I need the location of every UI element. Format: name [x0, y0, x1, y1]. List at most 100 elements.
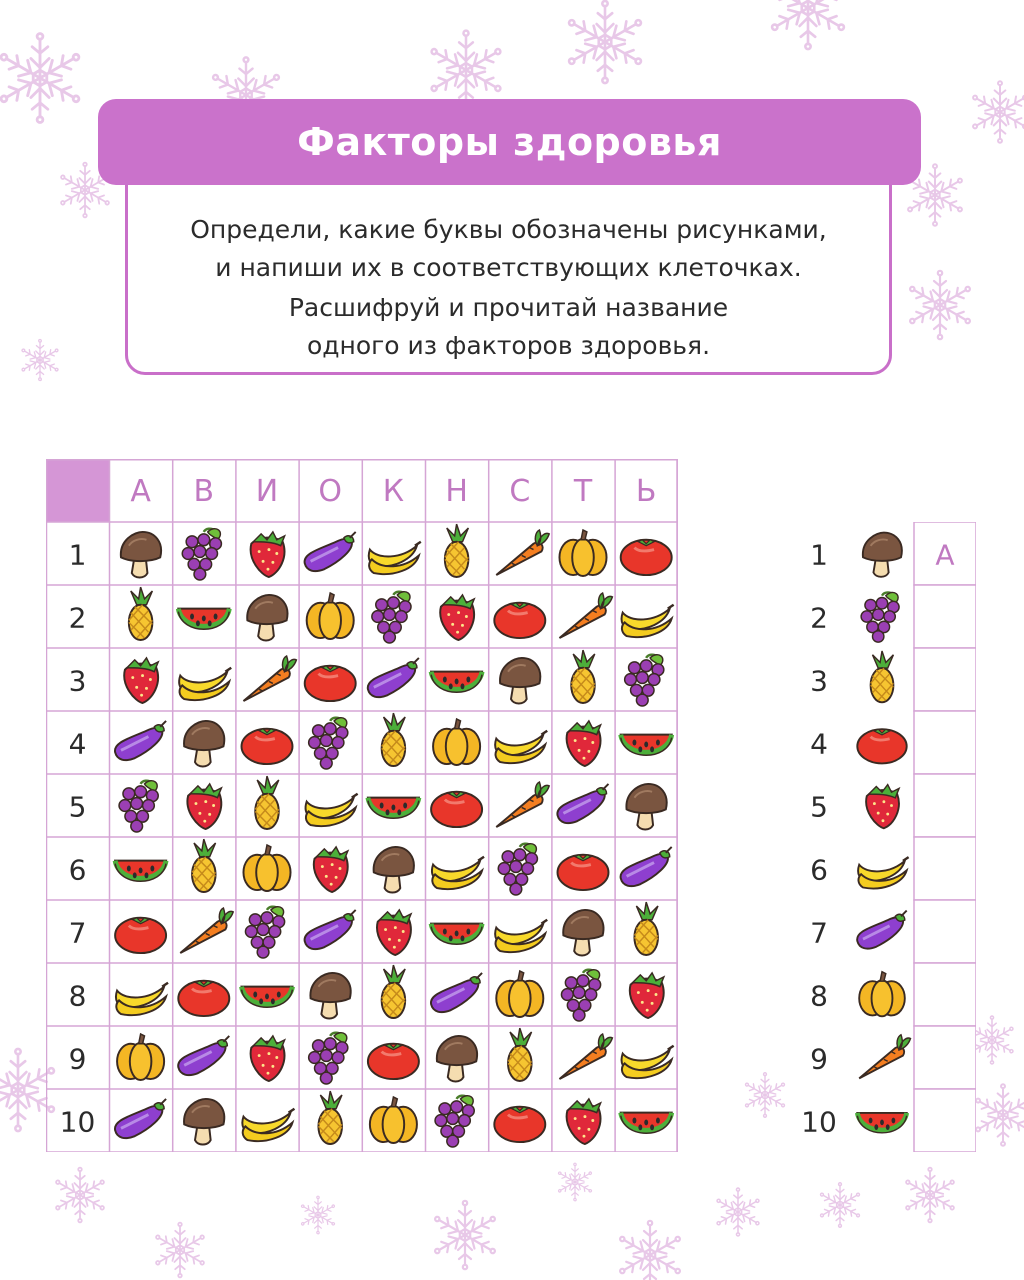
- grapes-icon: [860, 591, 900, 643]
- row-number: 7: [69, 917, 87, 950]
- grapes-icon: [244, 905, 286, 959]
- tomato-icon: [303, 664, 357, 703]
- answer-column: 1 А 2 3 4 5 6 7 8 9 10: [801, 522, 976, 1152]
- row-number: 10: [60, 1106, 96, 1139]
- snowflake-icon: [743, 1073, 786, 1117]
- tomato-icon: [240, 727, 294, 766]
- eggplant-icon: [430, 972, 483, 1014]
- row-number: 9: [69, 1043, 87, 1076]
- snowflake-icon: [0, 34, 83, 123]
- row-number: 1: [69, 539, 87, 572]
- cipher-grid: А В И О К Н С Т Ь 1 2 3 4 5 6 7 8 9 10: [46, 459, 678, 1152]
- banana-icon: [620, 1044, 675, 1080]
- eggplant-icon: [366, 657, 420, 699]
- row-number: 6: [69, 854, 87, 887]
- pumpkin-icon: [495, 969, 545, 1019]
- pumpkin-icon: [305, 591, 355, 641]
- watermelon-icon: [428, 922, 485, 945]
- tomato-icon: [493, 601, 547, 640]
- carrot-icon: [858, 1033, 912, 1080]
- strawberry-icon: [565, 719, 603, 768]
- title-banner: Факторы здоровья: [98, 99, 921, 185]
- row-number: 5: [69, 791, 87, 824]
- mushroom-icon: [246, 593, 289, 642]
- answer-letter-cell[interactable]: [913, 710, 976, 775]
- instruction-line: одного из факторов здоровья.: [306, 331, 711, 360]
- watermelon-icon: [112, 859, 169, 882]
- eggplant-icon: [619, 846, 673, 888]
- banana-icon: [114, 981, 169, 1017]
- watermelon-icon: [365, 796, 422, 819]
- pumpkin-icon: [116, 1032, 166, 1082]
- pumpkin-icon: [858, 970, 906, 1018]
- tomato-icon: [366, 1042, 420, 1081]
- watermelon-icon: [175, 607, 232, 630]
- pineapple-icon: [633, 901, 659, 957]
- mushroom-icon: [183, 1097, 226, 1146]
- pineapple-icon: [191, 838, 217, 894]
- eggplant-icon: [114, 1098, 167, 1140]
- banana-icon: [494, 918, 548, 954]
- answer-letter-cell[interactable]: [913, 522, 976, 586]
- snowflake-icon: [557, 1163, 593, 1201]
- answer-letter-cell[interactable]: [913, 962, 976, 1027]
- watermelon-icon: [618, 733, 675, 756]
- pineapple-icon: [254, 775, 280, 831]
- snowflake-icon: [818, 1183, 861, 1227]
- grapes-icon: [623, 653, 665, 707]
- eggplant-icon: [303, 909, 357, 951]
- grapes-icon: [118, 779, 159, 833]
- pumpkin-icon: [432, 717, 482, 767]
- banana-icon: [620, 603, 675, 639]
- grapes-icon: [307, 716, 349, 770]
- snowflake-icon: [432, 1201, 498, 1269]
- grapes-icon: [307, 1031, 349, 1085]
- answer-letter-cell[interactable]: [913, 1088, 976, 1152]
- banana-icon: [857, 856, 910, 890]
- snowflake-icon: [20, 339, 60, 380]
- banana-icon: [430, 855, 485, 891]
- snowflake-icon: [768, 0, 847, 49]
- answer-number: 4: [810, 728, 828, 761]
- column-letter: А: [130, 474, 151, 509]
- instruction-line: и напиши их в соответствующих клеточках.: [215, 253, 802, 282]
- answer-number: 5: [810, 791, 828, 824]
- strawberry-icon: [628, 971, 666, 1020]
- pineapple-icon: [380, 964, 407, 1020]
- mushroom-icon: [436, 1034, 479, 1083]
- answer-letter-cell[interactable]: [913, 1025, 976, 1090]
- answer-letter-cell[interactable]: [913, 773, 976, 838]
- instruction-line: Расшифруй и прочитай название: [288, 293, 729, 322]
- snowflake-icon: [565, 1, 644, 83]
- mushroom-icon: [183, 719, 226, 768]
- snowflake-icon: [904, 1168, 957, 1223]
- banana-icon: [178, 666, 232, 702]
- strawberry-icon: [249, 530, 287, 579]
- row-number: 3: [69, 665, 87, 698]
- grapes-icon: [497, 842, 539, 896]
- strawberry-icon: [439, 593, 476, 642]
- mushroom-icon: [120, 530, 163, 579]
- answer-letter-cell[interactable]: [913, 899, 976, 964]
- tomato-icon: [493, 1105, 547, 1144]
- eggplant-icon: [856, 909, 908, 950]
- answer-letter-cell[interactable]: [913, 584, 976, 649]
- answer-number: 7: [810, 917, 828, 950]
- answer-number: 10: [801, 1106, 837, 1139]
- tomato-icon: [556, 853, 610, 892]
- answer-letter-cell[interactable]: [913, 836, 976, 901]
- mushroom-icon: [862, 531, 903, 578]
- answer-letter-cell[interactable]: [913, 647, 976, 712]
- answer-number: 9: [810, 1043, 828, 1076]
- column-letter: С: [509, 474, 530, 509]
- tomato-icon: [177, 979, 231, 1018]
- banana-icon: [367, 540, 422, 576]
- mushroom-icon: [309, 971, 352, 1020]
- pumpkin-icon: [242, 843, 292, 893]
- strawberry-icon: [312, 845, 350, 894]
- answer-number: 8: [810, 980, 828, 1013]
- eggplant-icon: [303, 531, 357, 573]
- grapes-icon: [434, 1094, 475, 1148]
- answer-number: 2: [810, 602, 828, 635]
- pineapple-icon: [127, 586, 154, 642]
